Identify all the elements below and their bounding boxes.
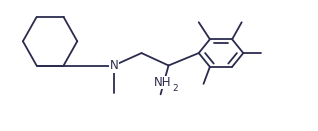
Text: NH: NH xyxy=(153,76,171,89)
Text: N: N xyxy=(109,59,118,72)
Text: 2: 2 xyxy=(172,84,178,93)
